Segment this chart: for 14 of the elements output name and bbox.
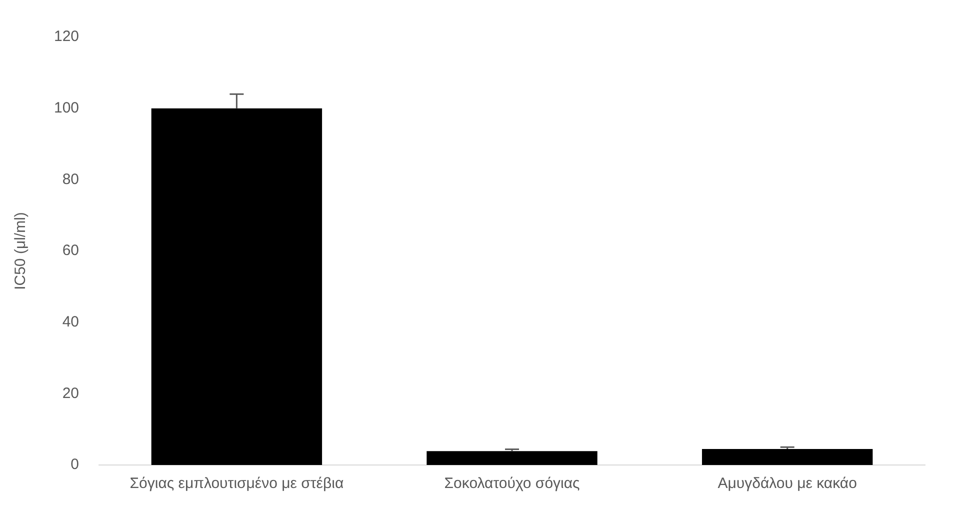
bar [426,451,598,465]
y-tick-label: 100 [54,99,80,116]
x-tick-label: Σοκολατούχο σόγιας [444,475,580,492]
y-tick-label: 20 [62,384,80,402]
y-tick-label: 40 [62,313,80,330]
y-axis-title: IC50 (μl/ml) [12,212,30,290]
y-tick-label: 120 [54,28,80,46]
y-tick-label: 0 [70,456,80,474]
x-tick-label: Αμυγδάλου με κακάο [718,475,857,492]
x-tick-label: Σόγιας εμπλουτισμένο με στέβια [130,475,344,492]
bar [151,108,322,465]
bar [702,448,873,465]
y-tick-label: 60 [62,242,80,260]
y-tick-label: 80 [62,170,80,188]
